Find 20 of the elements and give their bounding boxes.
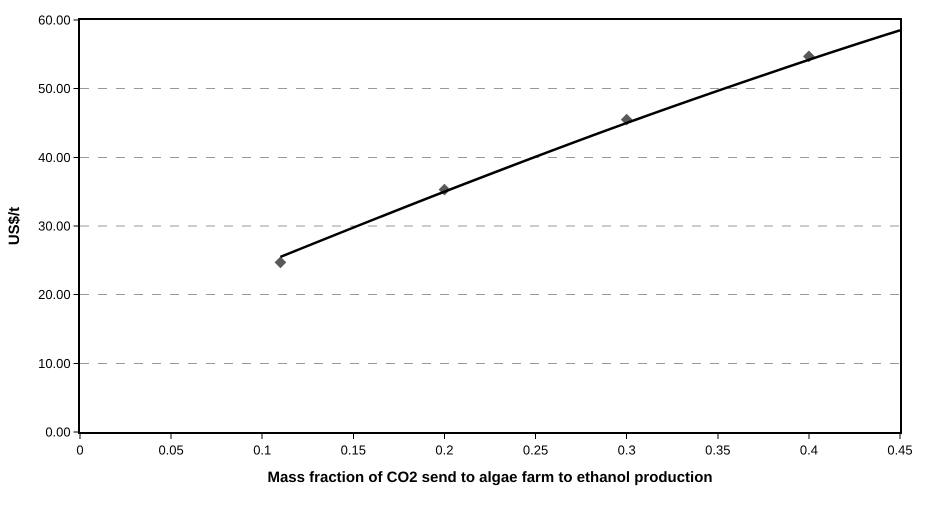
x-tick-label: 0.4 bbox=[800, 442, 818, 458]
x-tick-label: 0.1 bbox=[253, 442, 272, 458]
x-tick-label: 0.35 bbox=[705, 442, 730, 458]
x-tick-label: 0.45 bbox=[887, 442, 913, 458]
y-axis-title: US$/t bbox=[6, 206, 23, 246]
y-tick-label: 50.00 bbox=[38, 81, 71, 96]
y-tick-label: 10.00 bbox=[38, 356, 71, 371]
x-tick-label: 0.2 bbox=[435, 442, 454, 458]
y-tick-label: 60.00 bbox=[38, 12, 71, 28]
point bbox=[274, 256, 286, 268]
x-axis-title: Mass fraction of CO2 send to algae farm to ethanol production bbox=[267, 468, 713, 486]
x-tick-label: 0.05 bbox=[158, 442, 184, 458]
y-tick-label: 20.00 bbox=[38, 287, 71, 302]
x-tick-label: 0.3 bbox=[618, 442, 636, 458]
y-tick-label: 0.00 bbox=[45, 424, 71, 440]
x-tick-label: 0.25 bbox=[522, 442, 548, 458]
y-tick-label: 30.00 bbox=[38, 218, 71, 234]
x-tick-label: 0.15 bbox=[340, 442, 366, 458]
x-tick-label: 0 bbox=[76, 442, 84, 458]
y-tick-label: 40.00 bbox=[38, 150, 71, 165]
